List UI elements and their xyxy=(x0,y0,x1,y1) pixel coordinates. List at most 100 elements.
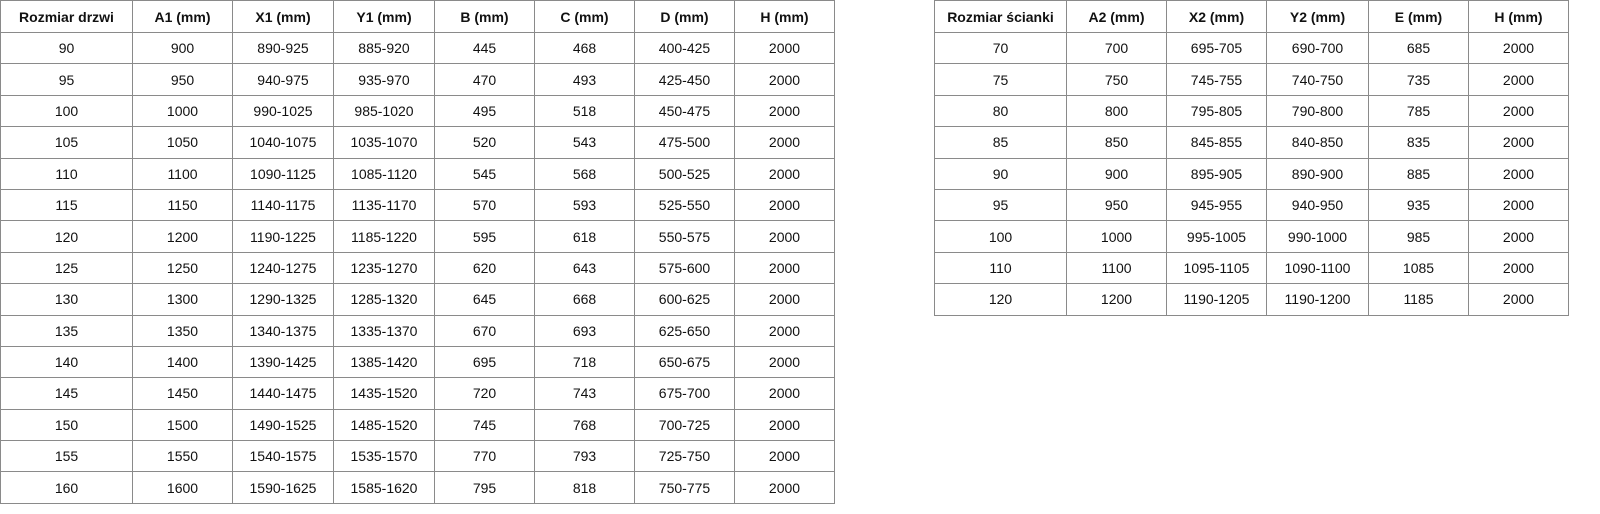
table-cell: 450-475 xyxy=(634,94,735,128)
table-cell: 700-725 xyxy=(634,408,735,442)
table-cell: 75 xyxy=(934,63,1067,96)
table-cell: 990-1025 xyxy=(232,94,334,128)
table-row: 80 800 795-805 790-800 785 2000 xyxy=(934,94,1569,128)
table-cell: 95 xyxy=(934,188,1067,222)
table-cell: 85 xyxy=(934,126,1067,159)
table-cell: 625-650 xyxy=(634,314,735,347)
table-cell: 940-950 xyxy=(1266,188,1369,222)
table-cell: 105 xyxy=(0,126,133,159)
table-cell: 1585-1620 xyxy=(333,471,435,504)
table-cell: 115 xyxy=(0,188,133,222)
table-cell: 140 xyxy=(0,345,133,379)
table-cell: 2000 xyxy=(1468,94,1569,128)
table-cell: 470 xyxy=(434,63,535,96)
table-cell: 100 xyxy=(0,94,133,128)
table-cell: 900 xyxy=(132,31,233,65)
table-cell: 695 xyxy=(434,345,535,379)
table-cell: 950 xyxy=(1066,188,1167,222)
header-row: Rozmiar ścianki A2 (mm) X2 (mm) Y2 (mm) E (m… xyxy=(934,0,1569,33)
table-cell: 785 xyxy=(1368,94,1469,128)
table-cell: 1000 xyxy=(1066,220,1167,253)
table-cell: 595 xyxy=(434,220,535,253)
table-cell: 618 xyxy=(534,220,635,253)
table-row: 95 950 945-955 940-950 935 2000 xyxy=(934,188,1569,222)
table-cell: 2000 xyxy=(734,188,835,222)
table-cell: 890-900 xyxy=(1266,157,1369,190)
table-cell: 985 xyxy=(1368,220,1469,253)
table-cell: 520 xyxy=(434,126,535,159)
table-cell: 2000 xyxy=(734,251,835,285)
column-header: Rozmiar drzwi xyxy=(0,0,133,33)
table-cell: 675-700 xyxy=(634,377,735,410)
header-row: Rozmiar drzwi A1 (mm) X1 (mm) Y1 (mm) B (mm)… xyxy=(0,0,835,33)
table-cell: 1185-1220 xyxy=(333,220,435,253)
table-cell: 1085 xyxy=(1368,251,1469,285)
table-cell: 570 xyxy=(434,188,535,222)
table-cell: 735 xyxy=(1368,63,1469,96)
table-cell: 793 xyxy=(534,440,635,473)
table-cell: 1300 xyxy=(132,283,233,316)
table-cell: 685 xyxy=(1368,31,1469,65)
table-cell: 425-450 xyxy=(634,63,735,96)
table-cell: 945-955 xyxy=(1166,188,1267,222)
table-cell: 1590-1625 xyxy=(232,471,334,504)
table-cell: 2000 xyxy=(734,471,835,504)
column-header: Rozmiar ścianki xyxy=(934,0,1067,33)
table-cell: 845-855 xyxy=(1166,126,1267,159)
table-cell: 2000 xyxy=(734,220,835,253)
table-cell: 2000 xyxy=(734,31,835,65)
table-row: 75 750 745-755 740-750 735 2000 xyxy=(934,63,1569,96)
table-cell: 500-525 xyxy=(634,157,735,190)
table-cell: 690-700 xyxy=(1266,31,1369,65)
table-cell: 695-705 xyxy=(1166,31,1267,65)
table-cell: 2000 xyxy=(734,157,835,190)
table-cell: 1140-1175 xyxy=(232,188,334,222)
door-size-table: Rozmiar drzwi A1 (mm) X1 (mm) Y1 (mm) B (mm)… xyxy=(0,0,835,504)
column-header: Y1 (mm) xyxy=(333,0,435,33)
table-cell: 155 xyxy=(0,440,133,473)
table-cell: 1335-1370 xyxy=(333,314,435,347)
table-cell: 1190-1205 xyxy=(1166,283,1267,316)
table-cell: 2000 xyxy=(1468,63,1569,96)
table-cell: 740-750 xyxy=(1266,63,1369,96)
table-cell: 818 xyxy=(534,471,635,504)
table-cell: 885 xyxy=(1368,157,1469,190)
table-row: 110 1100 1095-1105 1090-1100 1085 2000 xyxy=(934,251,1569,285)
table-row: 145 1450 1440-1475 1435-1520 720 743 675-700 20… xyxy=(0,377,835,410)
table-cell: 1290-1325 xyxy=(232,283,334,316)
table-cell: 2000 xyxy=(734,440,835,473)
table-row: 120 1200 1190-1225 1185-1220 595 618 550-575 20… xyxy=(0,220,835,253)
column-header: X2 (mm) xyxy=(1166,0,1267,33)
table-cell: 2000 xyxy=(734,345,835,379)
table-row: 70 700 695-705 690-700 685 2000 xyxy=(934,31,1569,65)
table-cell: 1090-1100 xyxy=(1266,251,1369,285)
table-row: 100 1000 995-1005 990-1000 985 2000 xyxy=(934,220,1569,253)
table-cell: 2000 xyxy=(734,408,835,442)
table-cell: 1095-1105 xyxy=(1166,251,1267,285)
table-cell: 725-750 xyxy=(634,440,735,473)
table-cell: 2000 xyxy=(1468,126,1569,159)
table-cell: 1250 xyxy=(132,251,233,285)
table-cell: 2000 xyxy=(734,377,835,410)
table-cell: 543 xyxy=(534,126,635,159)
table-cell: 743 xyxy=(534,377,635,410)
table-cell: 1490-1525 xyxy=(232,408,334,442)
table-cell: 120 xyxy=(0,220,133,253)
table-cell: 2000 xyxy=(1468,157,1569,190)
table-cell: 2000 xyxy=(734,94,835,128)
table-row: 135 1350 1340-1375 1335-1370 670 693 625-650 20… xyxy=(0,314,835,347)
column-header: H (mm) xyxy=(734,0,835,33)
table-cell: 110 xyxy=(934,251,1067,285)
table-cell: 1540-1575 xyxy=(232,440,334,473)
table-cell: 800 xyxy=(1066,94,1167,128)
table-cell: 768 xyxy=(534,408,635,442)
column-header: X1 (mm) xyxy=(232,0,334,33)
table-cell: 990-1000 xyxy=(1266,220,1369,253)
table-cell: 1500 xyxy=(132,408,233,442)
table-cell: 1550 xyxy=(132,440,233,473)
table-row: 155 1550 1540-1575 1535-1570 770 793 725-750 20… xyxy=(0,440,835,473)
table-cell: 575-600 xyxy=(634,251,735,285)
table-row: 130 1300 1290-1325 1285-1320 645 668 600-625 20… xyxy=(0,283,835,316)
table-cell: 750 xyxy=(1066,63,1167,96)
table-cell: 2000 xyxy=(734,283,835,316)
